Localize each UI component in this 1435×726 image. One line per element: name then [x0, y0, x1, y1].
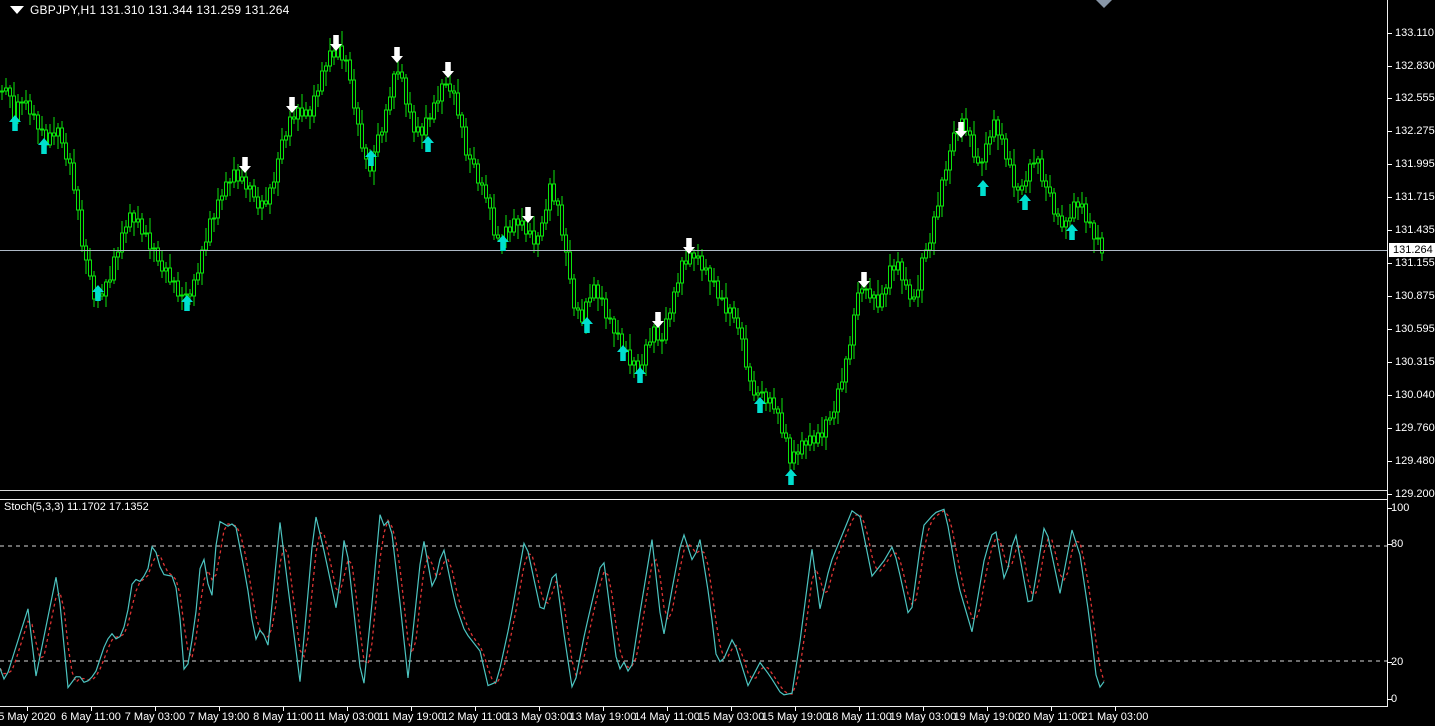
- time-axis-label: 7 May 03:00: [124, 711, 186, 723]
- price-axis-label: 132.830: [1395, 60, 1435, 72]
- time-axis-label: 13 May 19:00: [569, 711, 637, 723]
- price-axis-label: 131.435: [1395, 224, 1435, 236]
- price-axis-label: 131.155: [1395, 257, 1435, 269]
- price-axis-label: 130.595: [1395, 323, 1435, 335]
- price-axis-label: 131.715: [1395, 191, 1435, 203]
- price-axis-label: 130.040: [1395, 389, 1435, 401]
- stoch-k-line: [0, 508, 1105, 696]
- price-axis-label: 132.275: [1395, 125, 1435, 137]
- time-axis-label: 15 May 03:00: [697, 711, 765, 723]
- time-axis-label: 5 May 2020: [0, 711, 56, 723]
- current-price-badge: 131.264: [1389, 243, 1435, 257]
- time-axis-label: 12 May 11:00: [442, 711, 508, 723]
- time-axis-label: 11 May 19:00: [378, 711, 444, 723]
- stochastic-layer: [0, 508, 1387, 696]
- indicator-axis-label: 80: [1391, 538, 1404, 550]
- price-axis-label: 129.480: [1395, 455, 1435, 467]
- price-axis-label: 130.315: [1395, 356, 1435, 368]
- price-axis-label: 130.875: [1395, 290, 1435, 302]
- stoch-d-line: [0, 509, 1105, 695]
- axis-ticks: [27, 33, 1392, 711]
- indicator-axis-label: 20: [1391, 656, 1404, 668]
- time-axis-label: 13 May 03:00: [505, 711, 573, 723]
- price-axis-label: 129.760: [1395, 422, 1435, 434]
- panel-frames: [0, 0, 1388, 707]
- chart-shift-icon[interactable]: [1096, 0, 1112, 8]
- indicator-axis-label: 0: [1391, 693, 1398, 705]
- time-axis-label: 8 May 11:00: [253, 711, 313, 723]
- time-axis-label: 19 May 19:00: [953, 711, 1021, 723]
- time-axis-label: 6 May 11:00: [61, 711, 121, 723]
- time-axis-label: 11 May 03:00: [314, 711, 380, 723]
- indicator-label: Stoch(5,3,3) 11.1702 17.1352: [4, 501, 149, 513]
- candles-path: [0, 31, 1104, 476]
- time-axis-label: 7 May 19:00: [188, 711, 250, 723]
- time-axis-label: 14 May 11:00: [634, 711, 700, 723]
- time-axis-label: 18 May 11:00: [826, 711, 892, 723]
- price-axis-label: 131.995: [1395, 158, 1435, 170]
- price-axis-label: 129.200: [1395, 488, 1435, 500]
- price-axis-label: 133.110: [1395, 27, 1434, 39]
- chart-title: GBPJPY,H1 131.310 131.344 131.259 131.26…: [30, 3, 290, 17]
- candlesticks-layer: [0, 31, 1104, 476]
- price-axis-label: 132.555: [1395, 92, 1435, 104]
- symbol-dropdown-triangle-icon[interactable]: [10, 6, 24, 14]
- indicator-axis-label: 100: [1391, 502, 1410, 514]
- time-axis-label: 19 May 03:00: [889, 711, 957, 723]
- time-axis-label: 15 May 19:00: [761, 711, 829, 723]
- time-axis-label: 21 May 03:00: [1081, 711, 1149, 723]
- time-axis-label: 20 May 11:00: [1018, 711, 1084, 723]
